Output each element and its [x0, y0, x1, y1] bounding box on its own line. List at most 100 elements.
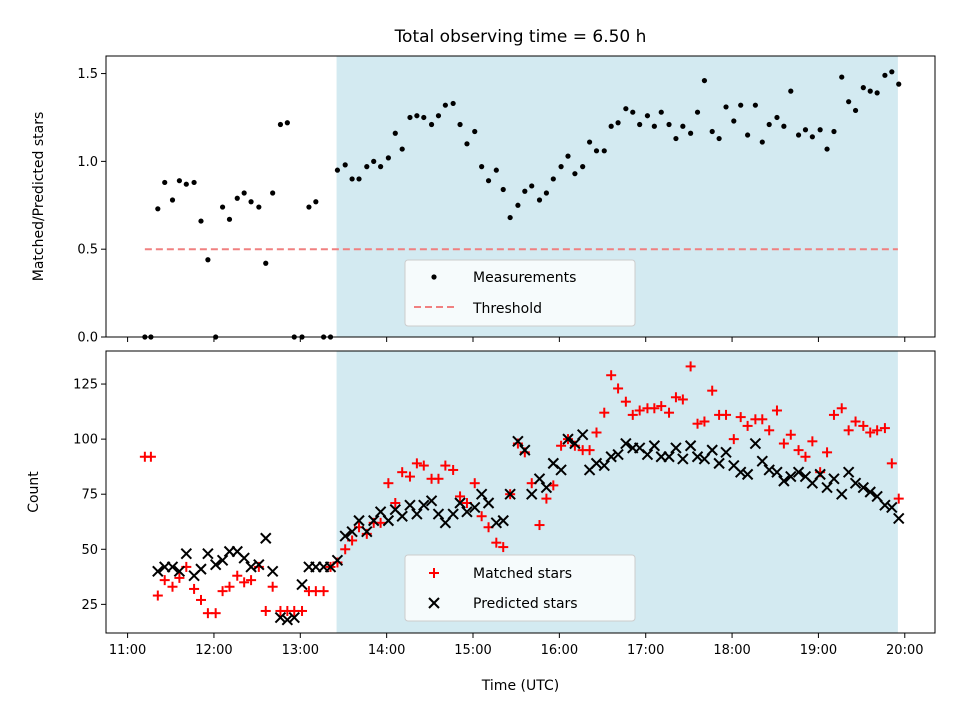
matched-star-point: [217, 586, 228, 597]
measurement-point: [349, 176, 355, 182]
x-stroke: [195, 563, 207, 575]
measurement-point: [464, 141, 470, 147]
matched-star-point: [448, 464, 459, 475]
measurement-point: [593, 148, 600, 154]
predicted-star-point: [482, 497, 495, 509]
predicted-stars-series: [152, 429, 905, 626]
matched-star-point: [167, 581, 178, 592]
x-stroke: [469, 501, 481, 514]
predicted-star-point: [454, 497, 466, 509]
predicted-star-point: [432, 508, 445, 520]
predicted-star-point: [828, 473, 840, 485]
measurement-point: [673, 135, 679, 142]
matched-star-point: [541, 493, 552, 504]
bottom-ytick-label: 50: [81, 543, 98, 558]
predicted-star-point: [663, 451, 675, 463]
measurement-point: [198, 218, 204, 224]
top-legend: Measurements Threshold: [404, 259, 636, 327]
predicted-star-point: [346, 525, 358, 538]
measurement-point: [637, 121, 643, 128]
x-stroke: [691, 451, 704, 463]
matched-star-point: [246, 575, 257, 586]
legend-matched-label: Matched stars: [473, 566, 572, 582]
x-stroke: [857, 481, 870, 494]
top-y-ticks: 0.0 0.5 1.0 1.5: [77, 67, 106, 346]
legend-matched-marker: [429, 568, 439, 578]
measurement-point: [399, 146, 405, 152]
measurement-point: [738, 102, 744, 108]
measurement-point: [500, 186, 506, 193]
matched-star-point: [785, 429, 796, 440]
legend-cross: [428, 597, 440, 609]
measurement-point: [248, 199, 254, 205]
x-stroke: [180, 547, 193, 560]
matched-star-point: [677, 394, 688, 405]
bottom-ytick-label: 75: [81, 488, 98, 503]
matched-star-point: [584, 445, 595, 456]
predicted-star-point: [180, 547, 193, 560]
matched-star-point: [728, 434, 739, 445]
x-stroke: [231, 545, 243, 558]
measurement-point: [155, 206, 161, 212]
x-stroke: [684, 440, 697, 452]
x-stroke: [461, 506, 473, 518]
measurement-point: [493, 167, 499, 173]
bottom-ytick-label: 100: [73, 433, 98, 448]
measurement-point: [428, 121, 435, 128]
measurement-point: [522, 188, 528, 194]
predicted-star-point: [641, 448, 654, 461]
measurement-point: [191, 179, 197, 186]
predicted-star-point: [864, 486, 876, 498]
measurement-point: [176, 178, 183, 184]
predicted-star-point: [166, 561, 179, 573]
matched-star-point: [656, 401, 667, 412]
x-stroke: [756, 455, 768, 467]
predicted-star-point: [605, 451, 617, 463]
x-stroke: [374, 506, 387, 518]
measurement-point: [565, 153, 571, 159]
x-stroke: [173, 565, 186, 578]
measurement-point: [183, 181, 189, 187]
matched-star-point: [260, 605, 271, 616]
predicted-star-point: [814, 468, 826, 481]
xtick-label: 12:00: [195, 643, 232, 658]
legend-measurements-marker: [431, 274, 437, 280]
x-stroke: [245, 561, 257, 573]
measurement-point: [536, 197, 543, 203]
predicted-star-point: [879, 499, 891, 511]
matched-star-point: [865, 427, 876, 438]
measurement-point: [867, 88, 873, 94]
x-stroke: [353, 514, 365, 527]
x-stroke: [216, 554, 229, 567]
measurement-point: [226, 216, 233, 222]
x-stroke: [447, 508, 459, 520]
x-stroke: [670, 442, 682, 454]
x-stroke: [266, 565, 279, 578]
x-stroke: [533, 473, 546, 485]
x-stroke: [598, 459, 610, 472]
x-stroke: [734, 466, 747, 478]
predicted-star-point: [526, 488, 538, 500]
matched-star-point: [843, 425, 854, 436]
measurement-point: [623, 106, 629, 112]
matched-star-point: [893, 493, 904, 504]
measurement-point: [558, 164, 564, 170]
measurement-point: [860, 85, 866, 91]
predicted-star-point: [490, 517, 503, 529]
predicted-star-point: [533, 473, 546, 485]
top-ytick-label: 1.0: [77, 155, 98, 170]
x-stroke: [871, 490, 883, 503]
measurement-point: [515, 202, 521, 208]
measurement-point: [435, 113, 442, 119]
xtick-label: 18:00: [713, 643, 750, 658]
predicted-star-point: [238, 552, 250, 564]
measurement-point: [407, 114, 413, 121]
measurement-point: [334, 167, 341, 173]
bottom-panel: 25 50 75 100 125 11:00 12:00 13:00 14:00 15:00 16…: [26, 350, 936, 694]
measurement-point: [831, 128, 837, 135]
measurement-point: [507, 214, 513, 221]
top-ytick-label: 0.0: [77, 331, 98, 346]
predicted-star-point: [691, 451, 704, 463]
measurement-point: [680, 123, 686, 129]
